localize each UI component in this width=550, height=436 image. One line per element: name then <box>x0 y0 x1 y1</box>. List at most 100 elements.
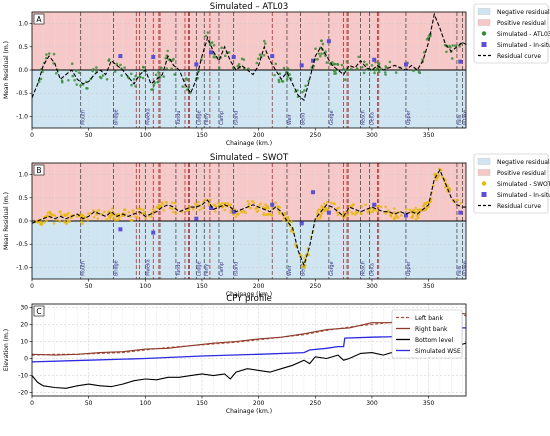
chart-title: Simulated – ATL03 <box>210 2 289 12</box>
x-tick-label: 250 <box>310 132 322 139</box>
data-point <box>384 212 388 215</box>
data-point <box>254 207 257 211</box>
station-label: Bridge <box>114 260 120 276</box>
data-point <box>389 214 392 217</box>
station-label: Delta <box>370 112 376 125</box>
data-point <box>286 67 290 70</box>
insitu-point <box>270 202 275 207</box>
data-point <box>157 71 160 74</box>
legend-box <box>391 309 463 359</box>
data-point <box>439 168 443 172</box>
data-point <box>379 205 383 209</box>
data-point <box>356 211 359 215</box>
data-point <box>412 69 415 73</box>
data-point <box>129 72 133 76</box>
data-point <box>425 38 429 41</box>
data-point <box>417 208 420 212</box>
data-point <box>433 7 436 10</box>
y-tick-label: -10 <box>18 373 28 380</box>
station-label: Island <box>234 262 240 276</box>
data-point <box>111 207 114 210</box>
data-point <box>88 212 92 215</box>
data-point <box>134 84 137 88</box>
data-point <box>306 251 310 254</box>
data-point <box>98 75 102 79</box>
panel-letter-box <box>33 164 45 176</box>
data-point <box>283 213 287 216</box>
x-tick-label: 0 <box>30 400 34 407</box>
data-point <box>280 79 284 83</box>
insitu-point <box>299 221 304 226</box>
data-point <box>150 215 153 218</box>
data-point <box>151 88 155 91</box>
data-point <box>333 62 337 66</box>
data-point <box>123 208 127 212</box>
data-point <box>131 218 134 222</box>
data-point <box>346 213 350 217</box>
data-point <box>152 84 156 87</box>
data-point <box>304 84 307 88</box>
data-point <box>63 213 66 216</box>
station-label: Intake <box>463 110 469 125</box>
data-point <box>345 60 349 63</box>
data-point <box>375 68 378 72</box>
data-point <box>130 83 133 87</box>
data-point <box>316 209 320 212</box>
data-point <box>60 213 63 217</box>
y-axis-label: Mean Residual (m.) <box>3 41 10 99</box>
data-point <box>255 210 259 213</box>
data-point <box>71 74 75 78</box>
data-point <box>286 215 290 219</box>
data-point <box>268 212 271 216</box>
data-point <box>141 212 145 215</box>
panel-b: Simulated – SWOT Mouth Bridge Mweka Tundu Lod… <box>3 153 550 298</box>
data-point <box>157 203 161 207</box>
y-tick-label: 0.0 <box>18 67 28 74</box>
y-tick-label: 0.0 <box>18 218 28 225</box>
data-point <box>161 202 164 206</box>
data-point <box>132 78 136 81</box>
station-label: Weir <box>287 265 293 276</box>
data-point <box>348 204 351 208</box>
data-point <box>77 71 81 74</box>
series-line-residual-curve <box>32 168 466 267</box>
legend-label: Simulated WSE <box>415 348 461 355</box>
chart-title: Simulated – SWOT <box>210 153 289 163</box>
data-point <box>370 211 373 214</box>
x-tick-label: 0 <box>30 283 34 290</box>
data-point <box>360 212 363 215</box>
station-label: Delta <box>370 263 376 276</box>
data-point <box>80 220 83 224</box>
x-tick-label: 100 <box>140 283 152 290</box>
legend-label: Right bank <box>415 326 448 333</box>
data-point <box>278 212 281 215</box>
data-point <box>54 218 58 222</box>
data-point <box>261 205 265 209</box>
x-tick-label: 100 <box>140 400 152 407</box>
legend-label: Left bank <box>415 315 443 322</box>
legend: Negative residual Positive residual Simula… <box>473 153 550 214</box>
data-point <box>237 63 241 66</box>
data-point <box>242 210 246 213</box>
data-point <box>172 57 175 61</box>
insitu-point <box>326 210 331 215</box>
y-tick-label: -0.5 <box>16 241 28 248</box>
data-point <box>212 55 216 59</box>
data-point <box>314 47 317 51</box>
chart-title: CPY profile <box>226 294 272 304</box>
insitu-point <box>403 213 408 218</box>
data-point <box>377 204 380 208</box>
data-point <box>276 206 280 209</box>
data-point <box>342 216 345 220</box>
data-point <box>48 210 51 214</box>
insitu-point <box>231 209 236 214</box>
data-point <box>52 52 56 56</box>
data-point <box>351 212 354 216</box>
data-point <box>303 89 306 92</box>
data-point <box>443 185 447 189</box>
data-point <box>330 201 333 205</box>
data-point <box>351 204 354 207</box>
data-point <box>185 77 188 80</box>
data-point <box>105 218 108 221</box>
